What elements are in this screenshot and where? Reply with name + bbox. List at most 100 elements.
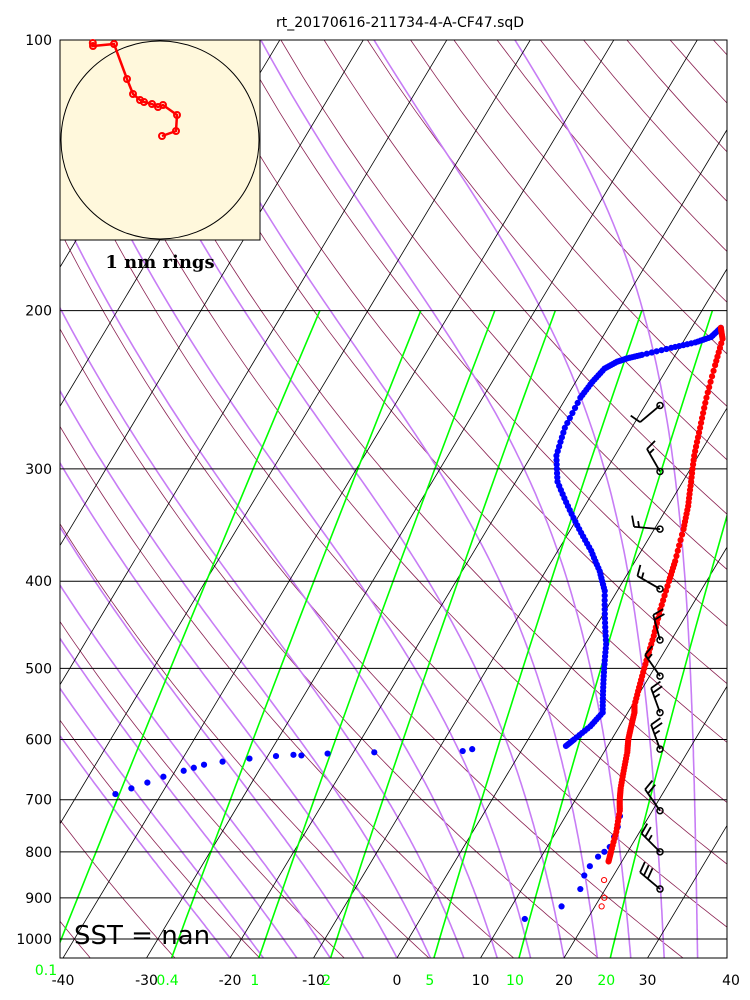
- mixing-ratio-tick-label: 10: [506, 973, 524, 989]
- dry-adiabat-line: [60, 229, 684, 958]
- dry-adiabat-line: [60, 819, 176, 958]
- wind-barb-station: [656, 848, 664, 856]
- temperature-point: [600, 876, 608, 884]
- pressure-tick-label: 900: [25, 891, 52, 907]
- dewpoint-point: [668, 344, 675, 351]
- temperature-point: [701, 404, 708, 412]
- wind-barb: [650, 680, 664, 717]
- isotherm-line: [229, 128, 727, 958]
- wind-barb-station: [656, 467, 664, 476]
- dewpoint-point: [219, 758, 226, 765]
- hodograph-point: [159, 101, 167, 109]
- wind-barb-half-flag: [648, 448, 655, 454]
- temperature-tick-label: 0: [393, 973, 402, 989]
- wind-barb-half-flag: [637, 521, 640, 528]
- temperature-point: [707, 378, 714, 385]
- dewpoint-point: [566, 414, 573, 422]
- dewpoint-point: [459, 747, 466, 755]
- wind-barb-station: [656, 806, 664, 815]
- temperature-tick-label: -20: [219, 973, 242, 989]
- dewpoint-point: [558, 903, 565, 910]
- wind-barb-flag: [640, 823, 649, 834]
- wind-barbs: [630, 401, 665, 893]
- hodograph-point: [123, 75, 131, 83]
- moist-adiabat-line: [60, 389, 432, 958]
- hodograph-point: [172, 127, 180, 135]
- isotherm-line: [146, 40, 698, 958]
- isotherm-line: [313, 268, 727, 958]
- dewpoint-point: [246, 755, 253, 762]
- dry-adiabat-line: [150, 40, 727, 743]
- hodograph-point: [173, 111, 181, 119]
- dewpoint-point: [594, 853, 602, 860]
- wind-barb: [652, 608, 665, 644]
- hodograph-caption: 1 nm rings: [105, 252, 214, 273]
- hodograph-point: [148, 100, 156, 108]
- dry-adiabat-line: [280, 40, 727, 570]
- moist-adiabat-line: [60, 734, 231, 958]
- isotherm-line: [563, 685, 727, 958]
- temperature-point: [703, 394, 710, 401]
- plot-frame: [59, 39, 728, 959]
- hodograph-point: [140, 98, 148, 106]
- sounding-profiles: [112, 324, 726, 923]
- pressure-tick-label: 800: [25, 845, 52, 861]
- wind-barb-flag: [652, 722, 663, 731]
- temperature-tick-labels: -40 -30 -20 -10 0 10 20 30 40: [52, 973, 740, 989]
- dewpoint-point: [586, 863, 593, 870]
- moist-adiabat-line: [260, 40, 632, 958]
- pressure-tick-label: 200: [25, 304, 52, 320]
- sst-annotation: SST = nan: [74, 921, 210, 951]
- wind-barb-station: [656, 708, 664, 717]
- moist-adiabat-line: [373, 40, 665, 958]
- moist-adiabat-line: [60, 583, 331, 958]
- wind-barb: [630, 401, 664, 423]
- wind-barb: [644, 645, 664, 680]
- hodograph-line: [91, 42, 179, 138]
- isotherm-line: [60, 40, 448, 686]
- dry-adiabat-line: [323, 40, 727, 515]
- dry-adiabat-line: [60, 328, 600, 958]
- wind-barb: [650, 717, 664, 753]
- isotherm-line: [480, 546, 727, 958]
- moist-adiabat-line: [60, 461, 398, 958]
- temperature-tick-label: 10: [472, 973, 490, 989]
- mixing-ratio-tick-label: 0.4: [156, 973, 178, 989]
- temperature-tick-label: 40: [722, 973, 740, 989]
- pressure-tick-label: 100: [25, 33, 52, 49]
- wind-barb-half-flag: [654, 693, 661, 699]
- moist-adiabats: [60, 40, 699, 958]
- moist-adiabat-line: [60, 208, 498, 958]
- hodograph-point: [89, 42, 97, 50]
- dry-adiabat-line: [237, 40, 727, 627]
- isotherm-line: [62, 40, 615, 958]
- moist-adiabat-line: [514, 40, 699, 958]
- dry-adiabat-line: [496, 40, 727, 303]
- dewpoint-point: [521, 915, 528, 923]
- dewpoint-series: [112, 324, 724, 923]
- chart-title: rt_20170616-211734-4-A-CF47.sqD: [276, 15, 524, 31]
- temperature-point: [700, 409, 707, 417]
- diagram-grid: [60, 40, 727, 958]
- temperature-point: [680, 525, 687, 533]
- wind-barb-flag: [654, 613, 665, 621]
- moist-adiabat-line: [170, 40, 599, 958]
- wind-barb-flag: [644, 826, 652, 838]
- wind-barb: [631, 515, 664, 533]
- hodograph-point: [88, 39, 97, 47]
- wind-barb-flag: [636, 564, 642, 577]
- wind-barb-flag: [631, 515, 635, 527]
- wind-barb-flag: [646, 440, 656, 450]
- dewpoint-point: [562, 742, 570, 750]
- dry-adiabat-line: [60, 129, 727, 928]
- wind-barb-station: [656, 885, 664, 893]
- isotherm-line: [647, 824, 727, 958]
- dewpoint-point: [144, 779, 151, 786]
- dry-adiabats: [60, 40, 727, 958]
- dewpoint-point: [200, 761, 208, 768]
- temperature-point: [673, 552, 680, 560]
- dewpoint-point: [290, 751, 297, 758]
- temperature-tick-label: 20: [555, 973, 573, 989]
- mixing-ratio-line: [609, 512, 727, 958]
